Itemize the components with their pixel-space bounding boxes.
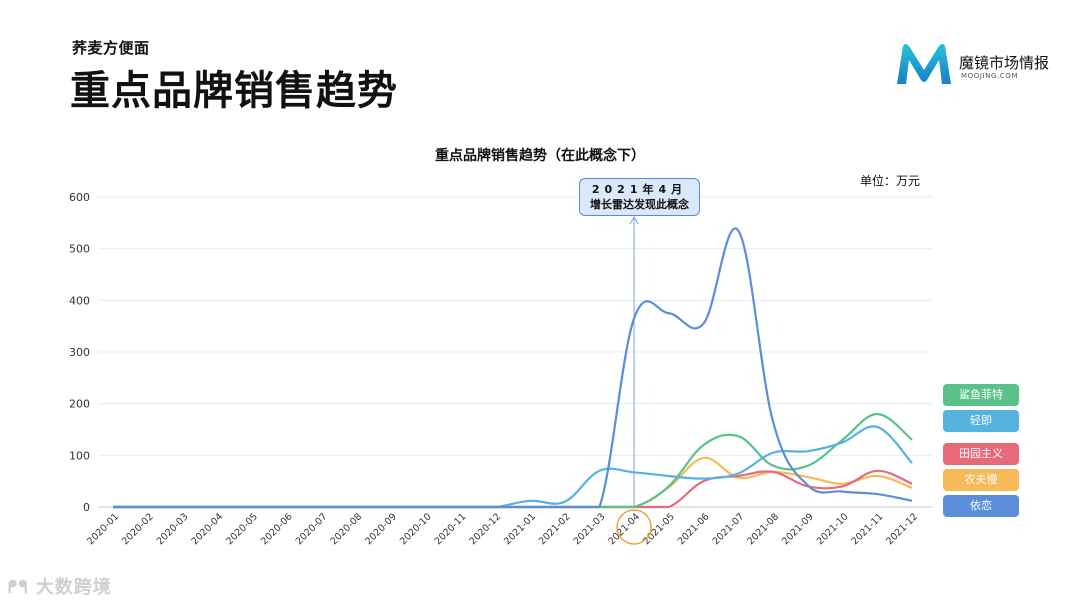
legend-item[interactable]: 依恋 [943,495,1019,517]
subtitle: 荞麦方便面 [72,39,150,57]
annotation-text: 增长雷达发现此概念 [590,198,689,211]
chart-title: 重点品牌销售趋势（在此概念下） [435,148,645,164]
highlight-circle [616,509,652,545]
x-tick-label: 2021-11 [850,511,886,547]
annotation-date: 2021年4月 [591,183,688,196]
x-tick-label: 2020-05 [224,511,260,547]
x-tick-label: 2020-12 [467,511,503,547]
logo-m-icon [897,44,951,84]
x-tick-label: 2020-06 [259,511,295,547]
x-tick-label: 2021-10 [815,511,851,547]
x-tick-label: 2021-09 [780,511,816,547]
y-tick-label: 200 [69,398,90,411]
x-tick-label: 2020-04 [189,511,225,547]
legend-item[interactable]: 田园主义 [943,443,1019,465]
series-line-5 [112,227,913,509]
x-tick-label: 2021-04 [606,511,642,547]
x-tick-label: 2021-07 [711,511,747,547]
annotation-box: 2021年4月 增长雷达发现此概念 [579,178,700,216]
x-tick-label: 2020-08 [328,511,364,547]
y-tick-label: 400 [69,294,90,307]
y-tick-label: 300 [69,346,90,359]
x-tick-label: 2021-02 [537,511,573,547]
x-tick-label: 2021-01 [502,511,538,547]
x-tick-label: 2020-10 [398,511,434,547]
legend: 鲨鱼菲特轻即田园主义农夫慢依恋 [943,384,1019,521]
x-tick-label: 2020-02 [120,511,156,547]
series-line-3 [112,469,913,509]
y-tick-label: 600 [69,191,90,204]
y-tick-label: 100 [69,449,90,462]
legend-item[interactable]: 农夫慢 [943,469,1019,491]
logo-name: 魔镜市场情报 [959,54,1050,72]
y-tick-label: 0 [83,501,90,514]
legend-item[interactable]: 轻即 [943,410,1019,432]
x-tick-label: 2021-12 [884,511,920,547]
annotation-arrow [629,215,639,225]
page-title: 重点品牌销售趋势 [70,68,398,114]
brand-logo: 魔镜市场情报 MOOJING.COM [893,40,1063,90]
logo-sub: MOOJING.COM [961,72,1019,80]
x-tick-label: 2021-06 [676,511,712,547]
watermark-text: 大数跨境 [35,577,112,598]
x-tick-label: 2020-11 [433,511,469,547]
x-tick-label: 2020-07 [294,511,330,547]
series-line-1 [112,412,913,509]
chart-unit: 单位：万元 [859,174,920,188]
x-tick-label: 2021-05 [641,511,677,547]
x-tick-label: 2021-03 [572,511,608,547]
x-tick-label: 2021-08 [745,511,781,547]
watermark: ᖰᖳ 大数跨境 [8,577,112,598]
y-tick-label: 500 [69,243,90,256]
x-tick-label: 2020-09 [363,511,399,547]
legend-gap [943,436,1019,443]
x-tick-label: 2020-01 [85,511,121,547]
series-line-4 [112,456,913,509]
x-tick-label: 2020-03 [155,511,191,547]
legend-item[interactable]: 鲨鱼菲特 [943,384,1019,406]
